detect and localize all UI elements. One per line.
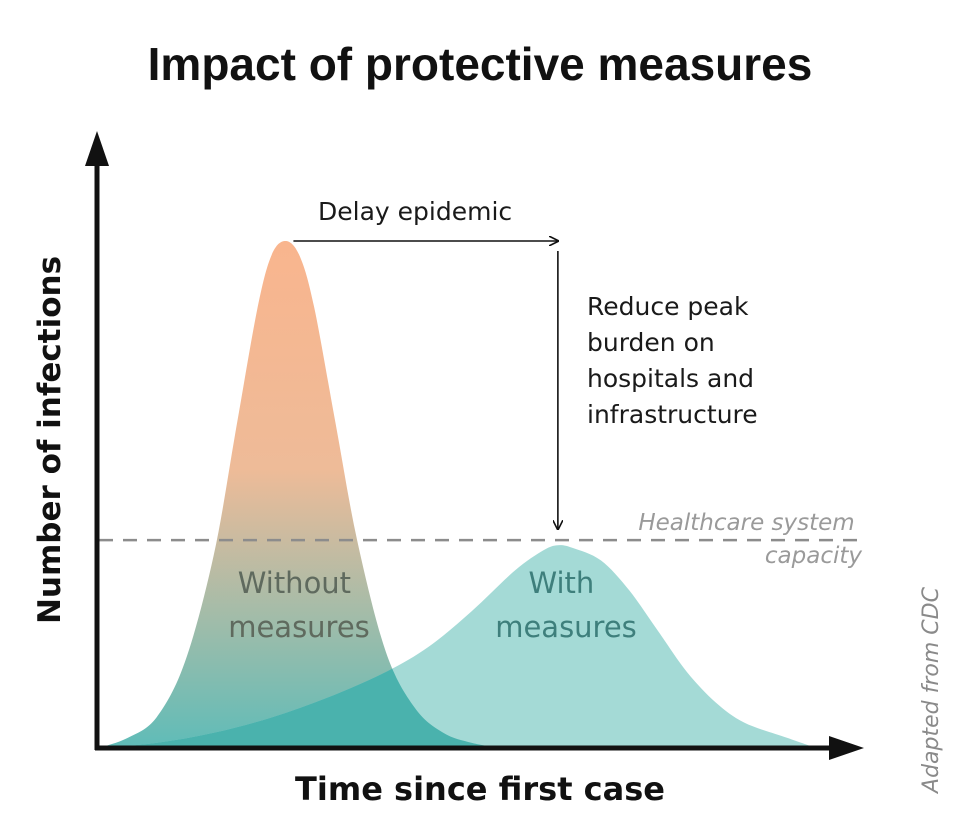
axes: [85, 131, 864, 760]
series-area-without-measures: [99, 241, 501, 748]
plot-area: [99, 241, 816, 748]
source-credit: Adapted from CDC: [919, 586, 944, 795]
series-area-with-measures: [99, 545, 816, 748]
reduce-peak-annotation: Reduce peak burden on hospitals and infr…: [587, 292, 762, 429]
chart-title: Impact of protective measures: [148, 38, 813, 90]
x-axis-label: Time since first case: [295, 770, 665, 808]
y-axis-label: Number of infections: [32, 256, 68, 624]
series-label-with-measures: With measures: [495, 566, 637, 644]
capacity-label: Healthcare system capacity: [638, 510, 862, 569]
series-label-without-measures: Without measures: [228, 566, 370, 644]
y-axis-arrowhead: [85, 131, 109, 166]
x-axis-arrowhead: [829, 736, 864, 760]
delay-annotation: Delay epidemic: [318, 197, 512, 226]
